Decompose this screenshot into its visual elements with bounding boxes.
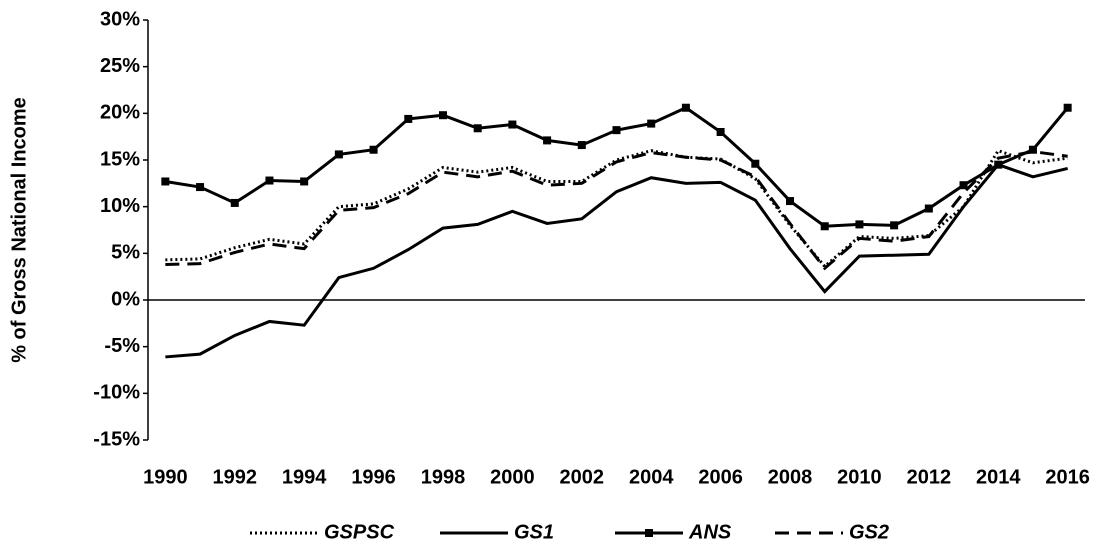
y-tick-label: 5% xyxy=(111,242,140,264)
x-tick-label: 1998 xyxy=(421,466,466,488)
series-marker xyxy=(161,177,170,186)
legend-marker xyxy=(645,529,653,537)
series-marker xyxy=(890,221,899,230)
series-marker xyxy=(369,145,378,154)
y-axis-label: % of Gross National Income xyxy=(8,97,30,363)
series-marker xyxy=(438,111,447,120)
x-tick-label: 2016 xyxy=(1045,466,1090,488)
legend-label: GS1 xyxy=(514,521,554,543)
legend-label: ANS xyxy=(688,521,732,543)
x-tick-label: 2000 xyxy=(490,466,535,488)
series-marker xyxy=(230,198,239,207)
series-marker xyxy=(508,120,517,129)
series-marker xyxy=(196,183,205,192)
x-tick-label: 1990 xyxy=(143,466,188,488)
x-tick-label: 2004 xyxy=(629,466,674,488)
y-tick-label: 15% xyxy=(100,148,140,170)
legend-label: GS2 xyxy=(849,521,889,543)
series-marker xyxy=(959,181,968,190)
series-line xyxy=(165,162,1069,359)
y-tick-label: -15% xyxy=(93,428,140,450)
x-tick-label: 2014 xyxy=(976,466,1021,488)
y-tick-label: 25% xyxy=(100,55,140,77)
y-tick-label: 30% xyxy=(100,8,140,30)
series-marker xyxy=(300,177,309,186)
y-tick-label: 20% xyxy=(100,102,140,124)
series-marker xyxy=(473,124,482,133)
series-marker xyxy=(786,197,795,206)
series-marker xyxy=(647,119,656,128)
legend-label: GSPSC xyxy=(324,521,395,543)
series-marker xyxy=(994,160,1003,169)
y-tick-label: 0% xyxy=(111,288,140,310)
series-marker xyxy=(924,204,933,213)
y-tick-label: -10% xyxy=(93,382,140,404)
x-tick-label: 1996 xyxy=(351,466,396,488)
series-marker xyxy=(334,150,343,159)
series-marker xyxy=(265,176,274,185)
series-marker xyxy=(1028,145,1037,154)
y-tick-label: 10% xyxy=(100,195,140,217)
x-tick-label: 2006 xyxy=(698,466,743,488)
series-marker xyxy=(820,222,829,231)
series-marker xyxy=(577,141,586,150)
x-tick-label: 1994 xyxy=(282,466,327,488)
series-marker xyxy=(751,159,760,168)
x-tick-label: 2008 xyxy=(768,466,813,488)
x-tick-label: 2002 xyxy=(560,466,605,488)
series-marker xyxy=(716,128,725,136)
x-tick-label: 1992 xyxy=(213,466,258,488)
series-marker xyxy=(1063,103,1072,112)
series-marker xyxy=(404,114,413,123)
series-marker xyxy=(612,126,621,135)
x-tick-label: 2010 xyxy=(837,466,882,488)
x-tick-label: 2012 xyxy=(907,466,952,488)
series-marker xyxy=(855,220,864,229)
series-line xyxy=(165,148,1068,269)
series-line xyxy=(165,150,1068,271)
series-marker xyxy=(543,136,552,145)
series-marker xyxy=(681,103,690,112)
y-tick-label: -5% xyxy=(104,335,140,357)
